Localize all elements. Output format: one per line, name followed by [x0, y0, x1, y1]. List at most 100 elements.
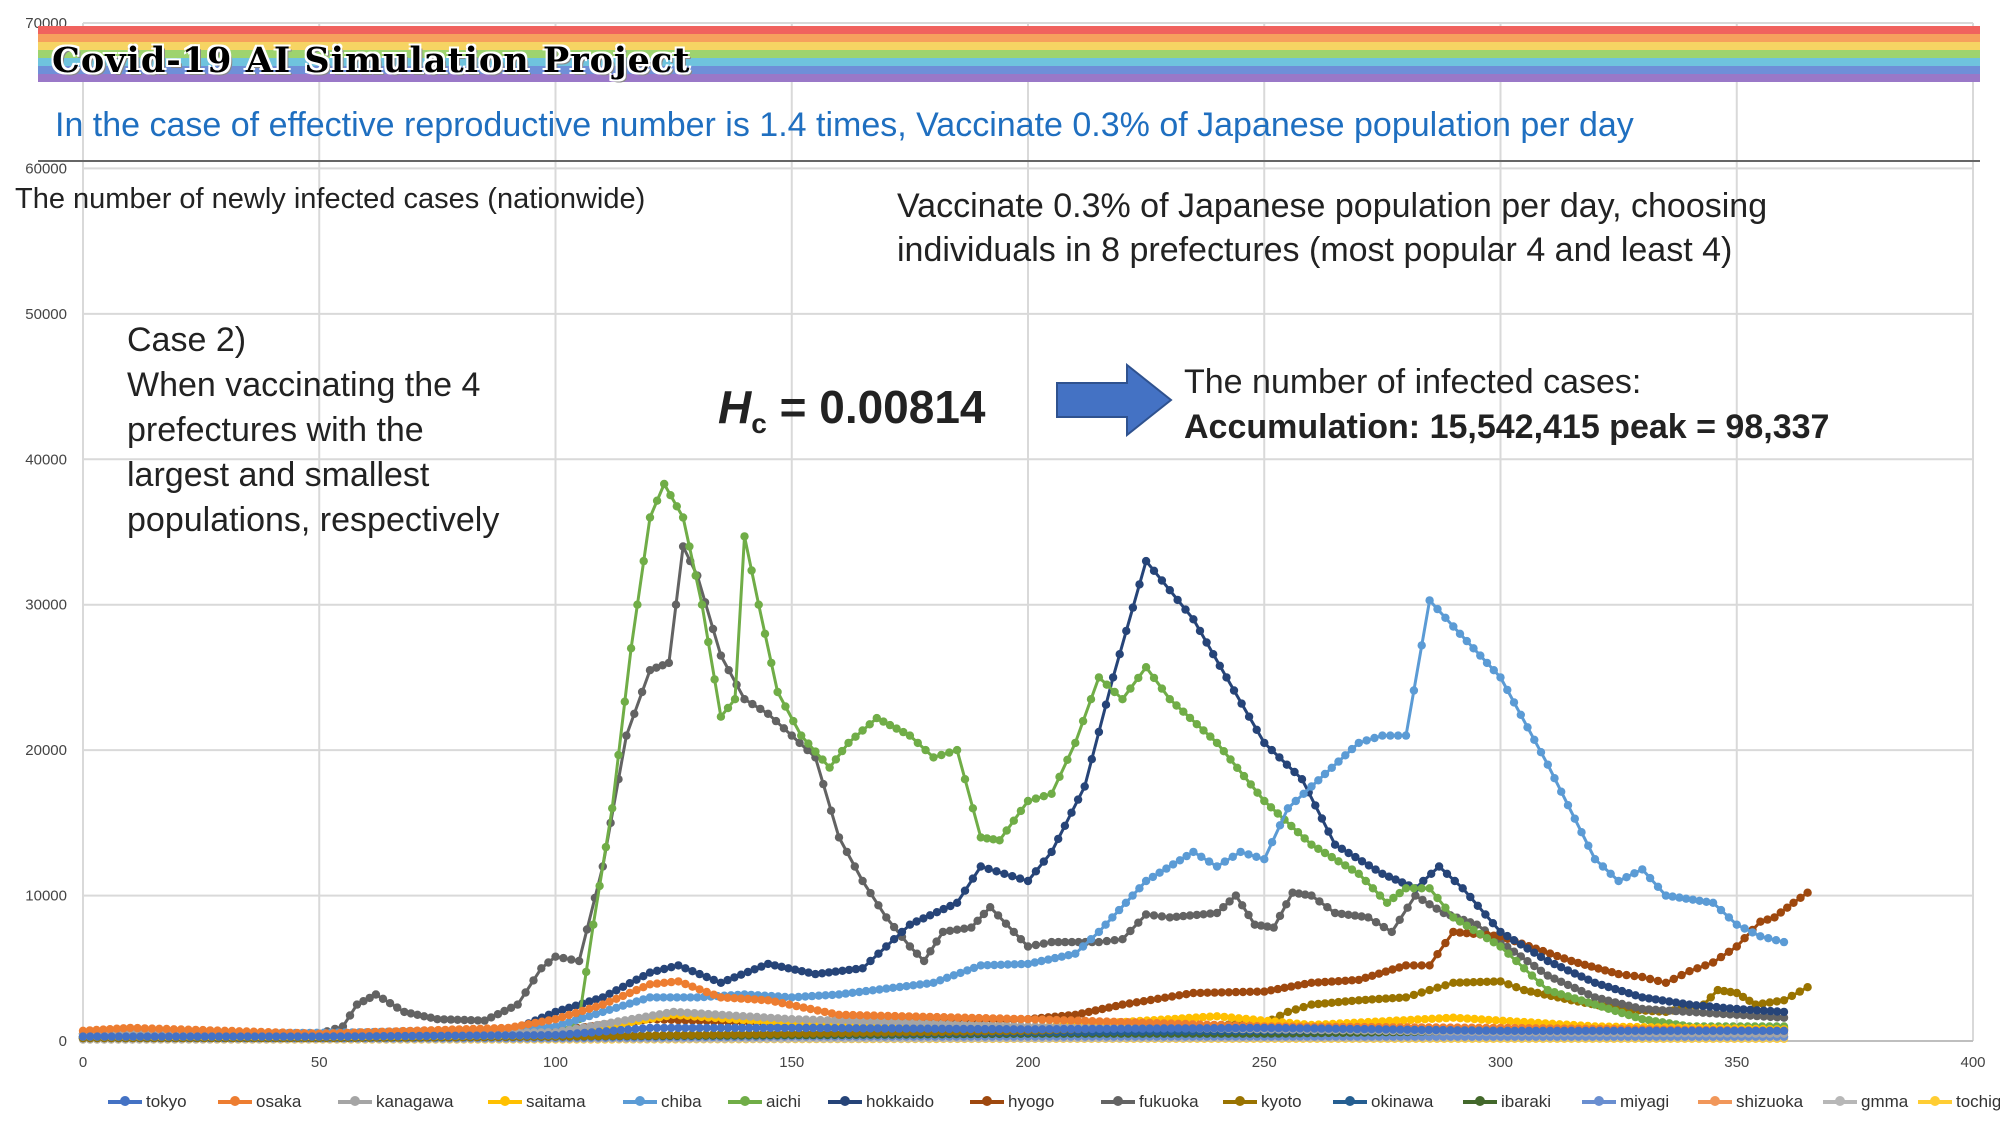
data-point-hokkaido: [1297, 775, 1307, 784]
data-point-hokkaido: [1530, 948, 1539, 957]
data-point-hokkaido: [1496, 927, 1505, 937]
data-point-aichi: [1395, 888, 1404, 898]
data-point-osaka: [848, 1010, 858, 1020]
data-point-osaka: [605, 997, 614, 1006]
data-point-kyoto: [1401, 993, 1411, 1002]
data-point-hyogo: [1716, 952, 1726, 962]
data-point-aichi: [633, 600, 642, 609]
data-point-hokkaido: [925, 911, 935, 920]
data-point-hyogo: [1560, 954, 1569, 963]
data-point-fukuoka: [1395, 915, 1404, 924]
data-point-osaka: [750, 995, 759, 1004]
data-point-fukuoka: [1371, 918, 1381, 927]
data-point-tokyo: [1779, 1026, 1789, 1036]
data-point-hyogo: [1401, 961, 1411, 970]
data-point-aichi: [1260, 796, 1269, 806]
data-point-osaka: [925, 1012, 935, 1022]
data-point-hokkaido: [1108, 673, 1118, 682]
data-point-kyoto: [1381, 994, 1391, 1003]
data-point-tokyo: [1073, 1024, 1083, 1034]
data-point-aichi: [1071, 738, 1080, 748]
data-point-aichi: [1031, 794, 1041, 803]
data-point-fukuoka: [1411, 891, 1420, 900]
legend-swatch-icon: [218, 1096, 252, 1106]
data-point-hyogo: [1449, 927, 1458, 937]
data-point-saitama: [1449, 1013, 1458, 1022]
data-point-fukuoka: [1269, 923, 1278, 932]
data-point-tokyo: [1059, 1024, 1069, 1034]
data-point-fukuoka: [932, 937, 941, 946]
data-point-tokyo: [1217, 1023, 1226, 1033]
data-point-tokyo: [264, 1032, 274, 1041]
legend-swatch-icon: [623, 1096, 657, 1106]
data-point-tokyo: [1567, 1026, 1576, 1036]
data-point-aichi: [1462, 921, 1472, 930]
data-point-fukuoka: [1779, 1013, 1789, 1022]
data-point-hyogo: [1763, 915, 1772, 924]
data-point-tokyo: [1274, 1023, 1283, 1033]
data-point-chiba: [848, 988, 857, 997]
data-point-kyoto: [1334, 997, 1343, 1007]
data-point-aichi: [995, 836, 1004, 845]
banner-stripe: [38, 42, 1980, 50]
data-point-hyogo: [1708, 958, 1718, 967]
data-point-chiba: [1653, 882, 1663, 891]
data-point-osaka: [191, 1025, 200, 1035]
data-point-hokkaido: [968, 874, 978, 883]
data-point-kyoto: [723, 1030, 732, 1039]
data-point-tokyo: [923, 1024, 932, 1033]
case-note: Case 2) When vaccinating the 4 prefectur…: [127, 318, 499, 543]
data-point-aichi: [1253, 788, 1262, 797]
data-point-fukuoka: [385, 999, 395, 1008]
data-point-kanagawa: [773, 1014, 783, 1023]
data-point-tokyo: [787, 1023, 796, 1033]
data-point-chiba: [875, 985, 884, 994]
data-point-fukuoka: [1250, 920, 1260, 929]
data-point-aichi: [1327, 852, 1337, 862]
data-point-chiba: [1590, 855, 1600, 864]
data-point-hokkaido: [551, 1007, 560, 1017]
data-point-tokyo: [1023, 1025, 1033, 1034]
data-point-osaka: [639, 983, 648, 992]
data-point-hokkaido: [1766, 1006, 1775, 1016]
data-point-chiba: [1740, 924, 1749, 933]
data-point-hyogo: [1638, 972, 1647, 982]
data-point-hokkaido: [618, 982, 628, 991]
data-point-chiba: [841, 989, 850, 998]
data-point-tokyo: [100, 1032, 109, 1041]
data-point-hyogo: [1622, 970, 1631, 980]
data-point-chiba: [645, 993, 655, 1002]
data-point-chiba: [1204, 857, 1214, 866]
data-point-kyoto: [716, 1030, 725, 1039]
data-point-fukuoka: [1617, 999, 1627, 1009]
data-point-aichi: [1126, 684, 1135, 693]
y-tick-label: 60000: [25, 160, 67, 177]
data-point-hokkaido: [1719, 1003, 1728, 1012]
data-point-tokyo: [350, 1032, 360, 1041]
data-point-hokkaido: [1384, 872, 1394, 881]
data-point-fukuoka: [473, 1016, 483, 1025]
data-point-fukuoka: [1231, 891, 1241, 900]
data-point-hokkaido: [790, 965, 800, 974]
data-point-chiba: [1044, 955, 1053, 964]
data-point-hyogo: [1245, 987, 1255, 996]
data-point-osaka: [531, 1018, 540, 1028]
data-point-chiba: [861, 986, 871, 996]
banner-stripe: [38, 26, 1980, 34]
data-point-hyogo: [1293, 981, 1303, 990]
data-point-hokkaido: [1577, 972, 1586, 981]
data-point-chiba: [1516, 710, 1526, 719]
data-point-chiba: [686, 993, 695, 1002]
data-point-chiba: [922, 979, 931, 988]
data-point-hokkaido: [743, 967, 753, 977]
data-point-tokyo: [365, 1032, 374, 1041]
data-point-hokkaido: [1698, 1001, 1708, 1011]
data-point-fukuoka: [1199, 910, 1208, 919]
data-point-hyogo: [1425, 961, 1434, 970]
data-point-fukuoka: [986, 903, 995, 912]
data-point-hyogo: [1600, 966, 1610, 975]
data-point-hokkaido: [639, 972, 648, 981]
data-point-fukuoka: [1364, 913, 1373, 922]
data-point-aichi: [1368, 884, 1378, 893]
data-point-aichi: [1624, 1010, 1634, 1020]
